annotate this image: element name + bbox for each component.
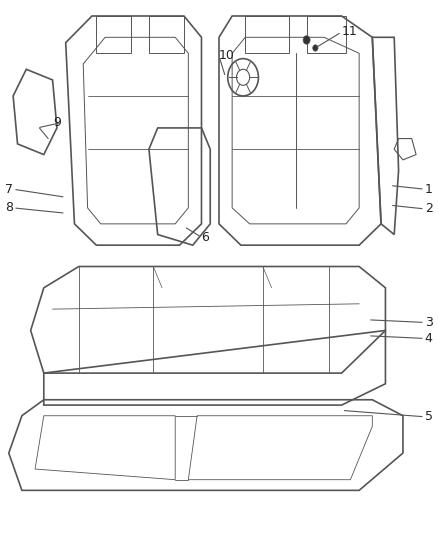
Text: 1: 1: [425, 183, 433, 196]
Text: 8: 8: [5, 201, 13, 214]
Text: 11: 11: [342, 26, 357, 38]
Text: 2: 2: [425, 203, 433, 215]
Text: 9: 9: [53, 116, 61, 129]
Text: 10: 10: [219, 50, 235, 62]
Text: 7: 7: [5, 183, 13, 196]
Circle shape: [303, 36, 310, 44]
Text: 6: 6: [201, 231, 209, 244]
Text: 3: 3: [425, 316, 433, 329]
Circle shape: [313, 45, 318, 51]
Text: 5: 5: [425, 410, 433, 423]
Text: 4: 4: [425, 332, 433, 345]
